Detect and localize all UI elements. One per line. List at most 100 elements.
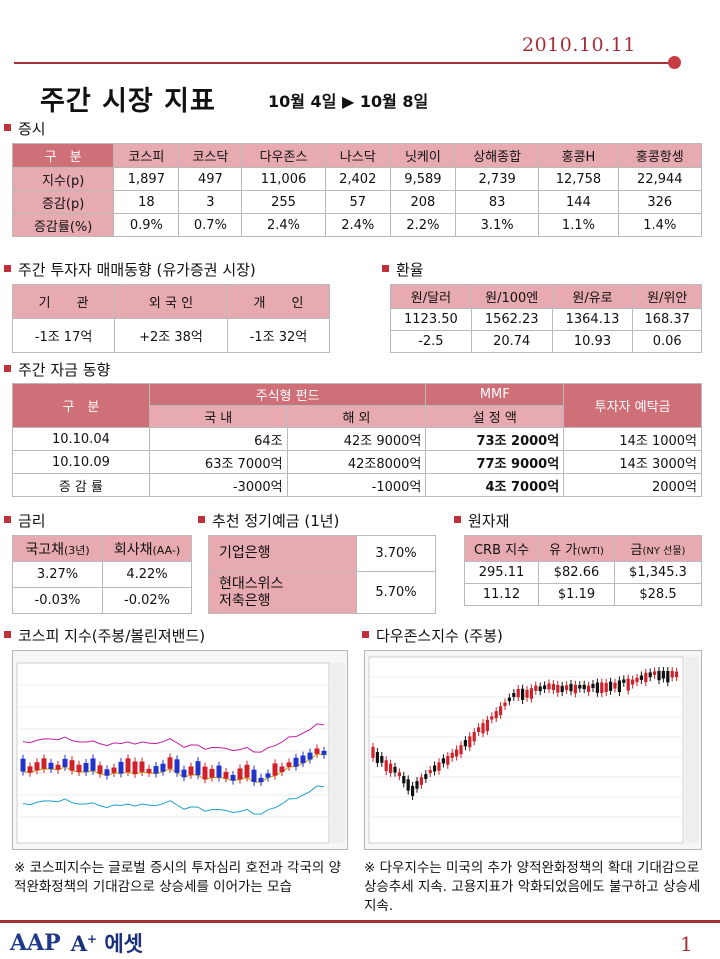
stock-row0-5: 9,589 [389,167,457,191]
section-fx-label: 환율 [396,261,424,279]
fund-row1-1: 63조 7000억 [148,450,288,474]
dow-candle [648,672,652,678]
rate-table: 국고채(3년) 회사채(AA-) 3.27% 4.22% -0.03% -0.02% [12,535,192,614]
kospi-plot-area [16,662,330,844]
kospi-candle [307,752,313,760]
kospi-candle [258,777,264,783]
dow-candle [675,671,679,678]
fx-row1-1: 20.74 [470,330,553,353]
kospi-candle [62,758,68,767]
dow-candle [639,675,643,680]
fund-head-overseas: 해 외 [286,405,427,428]
fx-row1-0: -2.5 [390,330,472,353]
rate-row1-1: -0.02% [102,587,192,614]
stock-head-1: 코스피 [113,143,180,168]
logo-mark: AAP [10,930,61,956]
dow-candle [661,671,665,679]
dow-candle [481,723,485,734]
commodity-row0-2: $1,345.3 [614,561,702,584]
kospi-candle [118,761,124,774]
fund-row1-0: 10.10.09 [12,450,150,474]
kospi-chart [12,650,348,850]
fund-row1-4: 14조 3000억 [563,450,702,474]
fund-head-gubun: 구 분 [12,383,150,428]
stock-row2-8: 1.4% [617,213,703,237]
section-investor: 주간 투자자 매매동향 (유가증권 시장) [4,259,256,280]
kospi-candle [153,766,159,774]
fund-head-equity: 주식형 펀드 [148,383,427,406]
investor-val-2: -1조 32억 [226,318,331,353]
kospi-candle [195,761,201,776]
stock-row2-0: 증감률(%) [11,213,115,237]
dow-candle [424,774,428,779]
stock-row1-5: 208 [389,190,457,214]
dow-candle [375,752,379,764]
kospi-candle [41,758,47,769]
bullet-icon [4,124,11,131]
stock-head-0: 구 분 [11,143,115,168]
stock-head-2: 코스닥 [178,143,243,168]
commodity-table: CRB 지수 유 가(WTI) 금(NY 선물) 295.11 $82.66 $1,… [464,535,702,606]
section-kospi-chart-label: 코스피 지수(주봉/볼린져밴드) [18,627,206,645]
dow-candle [551,684,555,691]
dow-candle [485,719,489,732]
kospi-candle [34,762,40,771]
dow-candle [433,765,437,772]
dow-candle [455,749,459,757]
fx-head-0: 원/달러 [390,284,472,309]
section-kospi-chart: 코스피 지수(주봉/볼린져밴드) [4,625,205,646]
dow-candle [384,760,388,772]
kospi-candle [48,762,54,770]
stock-head-5: 닛케이 [389,143,457,168]
page-subtitle: 10월 4일 ▶ 10월 8일 [268,92,429,111]
kospi-candle [293,757,299,767]
logo-word: 에셋 [104,931,143,956]
stock-row1-3: 255 [241,190,326,214]
section-deposit: 추천 정기예금 (1년) [198,510,339,531]
investor-val-0: -1조 17억 [11,318,116,353]
kospi-candle [286,762,292,767]
kospi-candle [279,766,285,772]
stock-row2-1: 0.9% [113,213,180,237]
logo-letter: A [70,931,87,956]
report-date: 2010.10.11 [522,34,636,56]
kospi-candle [174,759,180,773]
logo-plus: + [86,932,98,946]
fund-head-deposit: 투자자 예탁금 [563,383,702,428]
investor-head-2: 개 인 [226,284,331,319]
dow-candle [591,683,595,688]
commodity-head-gold-label: 금 [630,543,643,558]
dow-candle [666,671,670,683]
stock-row1-4: 57 [324,190,391,214]
kospi-candle [55,764,61,770]
commodity-head-crb: CRB 지수 [464,535,539,562]
bullet-icon [4,365,11,372]
stock-head-3: 다우존스 [241,143,326,168]
kospi-candle [321,750,327,755]
rate-row0-1: 4.22% [102,561,192,588]
kospi-candle [97,765,103,774]
fund-head-mmf: MMF [425,383,565,406]
dow-candle [547,683,551,690]
fund-row1-2: 42조8000억 [286,450,427,474]
dow-candle [419,777,423,785]
dow-candle [604,682,608,693]
bullet-icon [198,516,205,523]
dow-candle [406,779,410,791]
rate-row1-0: -0.03% [12,587,103,614]
kospi-candle [300,755,306,764]
dow-candle [556,684,560,693]
kospi-candle [251,769,257,782]
deposit-bank-1: 현대스위스 저축은행 [208,571,357,614]
dow-candle [393,766,397,773]
stock-row0-7: 12,758 [538,167,619,191]
dow-axis-strip [685,657,699,843]
stock-row2-7: 1.1% [538,213,619,237]
deposit-rate-0: 3.70% [356,535,436,572]
fund-row0-1: 64조 [148,427,288,451]
fx-row0-2: 1364.13 [551,308,634,331]
dow-candle [411,785,415,796]
dow-chart [364,650,702,850]
stock-row1-1: 18 [113,190,180,214]
